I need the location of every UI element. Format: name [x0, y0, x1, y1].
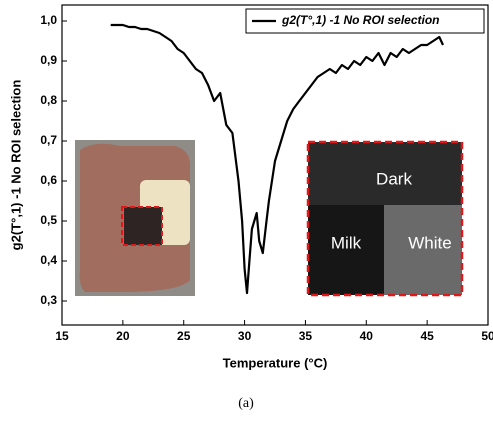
x-tick-label: 50 [481, 329, 493, 343]
x-tick-label: 35 [299, 329, 313, 343]
y-tick-label: 0,3 [40, 293, 57, 307]
y-tick-label: 0,4 [40, 253, 57, 267]
plot-frame [61, 4, 489, 326]
legend-label: g2(T°,1) -1 No ROI selection [281, 13, 440, 27]
inset-label: White [408, 233, 451, 252]
data-line [110, 23, 444, 295]
x-tick-label: 25 [177, 329, 191, 343]
y-tick-label: 0,6 [40, 173, 57, 187]
x-tick-label: 40 [360, 329, 374, 343]
x-tick-label: 20 [116, 329, 130, 343]
legend-box [245, 8, 485, 34]
photo-inset [75, 140, 195, 296]
x-tick-label: 45 [420, 329, 434, 343]
inset-label: Dark [376, 169, 412, 188]
y-tick-label: 0,9 [40, 53, 57, 67]
caption: (a) [238, 396, 254, 411]
inset-label: Milk [331, 233, 362, 252]
y-tick-label: 1,0 [40, 13, 57, 27]
y-tick-label: 0,5 [40, 213, 57, 227]
microscope-inset: Dark Milk White [306, 140, 464, 297]
x-tick-label: 15 [55, 329, 69, 343]
y-tick-label: 0,7 [40, 133, 57, 147]
y-tick-label: 0,8 [40, 93, 57, 107]
x-axis-label: Temperature (°C) [223, 355, 328, 370]
x-tick-label: 30 [238, 329, 252, 343]
y-axis-label: g2(T°,1) -1 No ROI selection [8, 80, 23, 251]
